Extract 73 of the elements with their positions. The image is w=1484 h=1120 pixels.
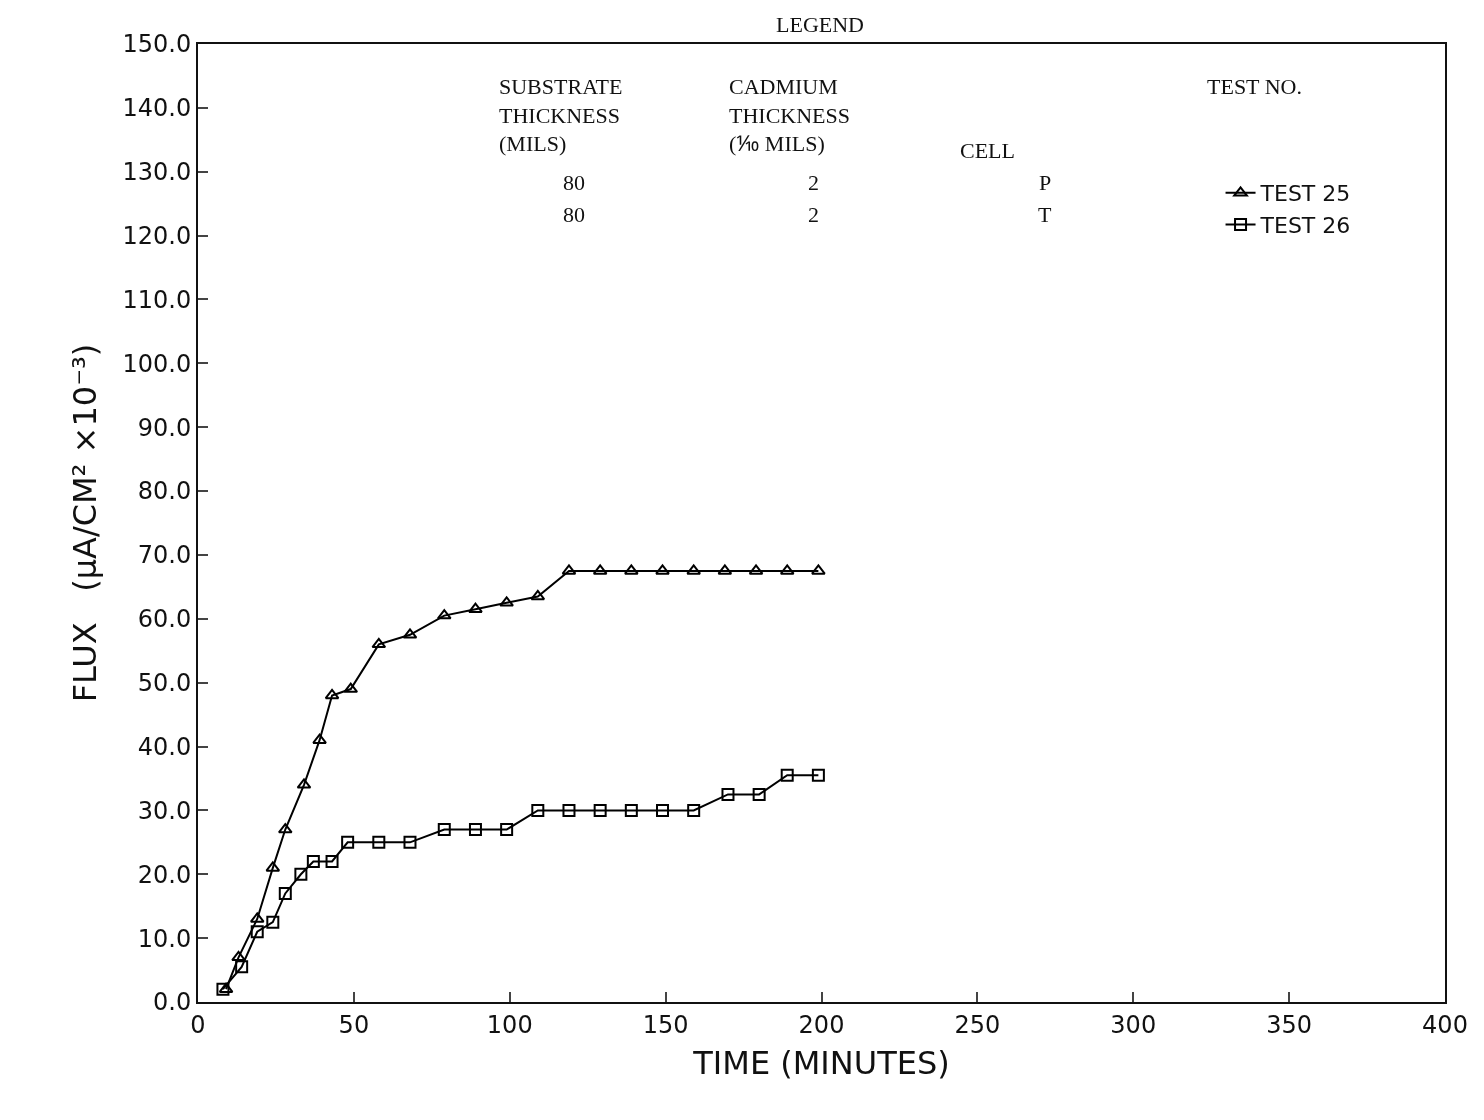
y-tick-label: 0.0: [153, 988, 192, 1017]
x-tick-label: 100: [486, 1010, 533, 1039]
point: [266, 915, 280, 929]
point: [231, 950, 246, 962]
x-tick-label: 350: [1266, 1010, 1313, 1039]
legend-label: TEST 26: [1259, 212, 1351, 238]
point: [312, 733, 327, 744]
y-tick-label: 130.0: [122, 158, 192, 187]
point: [371, 637, 387, 649]
y-tick-label: 30.0: [137, 796, 192, 825]
point: [562, 803, 576, 817]
x-tick-label: 250: [954, 1010, 1001, 1039]
point: [780, 768, 794, 782]
text: LEGEND: [776, 12, 864, 37]
point: [325, 854, 339, 868]
annotation: CELL: [960, 138, 1015, 163]
y-tick-label: 60.0: [137, 605, 192, 634]
y-tick-label: 90.0: [137, 413, 192, 442]
point: [811, 768, 825, 782]
point: [324, 688, 340, 700]
point: [624, 803, 638, 817]
y-tick-label: 10.0: [137, 924, 192, 953]
y-tick-label: 70.0: [137, 541, 192, 570]
annotation: 80: [563, 202, 585, 227]
point: [341, 835, 355, 849]
point: [372, 835, 386, 849]
point: [656, 803, 670, 817]
point: [530, 589, 546, 601]
point: [468, 823, 482, 837]
point: [306, 854, 320, 868]
point: [593, 803, 607, 817]
y-tick-label: 20.0: [137, 860, 192, 889]
x-tick-label: 200: [798, 1010, 845, 1039]
point: [687, 803, 701, 817]
point: [250, 925, 264, 939]
x-tick-label: 0: [190, 1010, 206, 1039]
point: [403, 835, 417, 849]
point: [278, 886, 292, 900]
annotation: CADMIUM THICKNESS (⅒ MILS): [729, 74, 851, 157]
point: [499, 596, 514, 607]
y-tick-label: 80.0: [137, 477, 192, 506]
y-tick-label: 150.0: [122, 30, 192, 59]
y-tick-label: 110.0: [122, 285, 192, 314]
x-tick-label: 300: [1110, 1010, 1157, 1039]
point: [811, 564, 826, 575]
annotation: 2: [808, 170, 819, 195]
annotation: 2: [808, 202, 819, 227]
point: [468, 602, 483, 613]
y-tick-label: 140.0: [122, 94, 192, 123]
annotation: P: [1039, 170, 1052, 195]
point: [235, 960, 249, 974]
point: [752, 787, 766, 801]
annotation: 80: [563, 170, 585, 195]
annotation: SUBSTRATE THICKNESS (MILS): [499, 74, 623, 157]
y-tick-label: 50.0: [137, 669, 192, 698]
point: [294, 867, 308, 881]
x-tick-label: 50: [338, 1010, 370, 1039]
point: [721, 787, 735, 801]
annotation: TEST NO.: [1207, 74, 1302, 99]
point: [500, 823, 514, 837]
y-axis-title: FLUX (μA/CM² ×10⁻³): [66, 343, 105, 703]
x-tick-label: 400: [1422, 1010, 1468, 1039]
y-tick-label: 40.0: [137, 732, 192, 761]
point: [437, 823, 451, 837]
x-axis-title: TIME (MINUTES): [692, 1044, 950, 1083]
x-tick-label: 150: [642, 1010, 689, 1039]
annotation: T: [1038, 202, 1052, 227]
point: [655, 564, 670, 575]
point: [216, 982, 230, 996]
y-tick-label: 100.0: [122, 349, 192, 378]
legend-label: TEST 25: [1259, 181, 1351, 207]
y-tick-label: 120.0: [122, 222, 192, 250]
point: [531, 803, 545, 817]
